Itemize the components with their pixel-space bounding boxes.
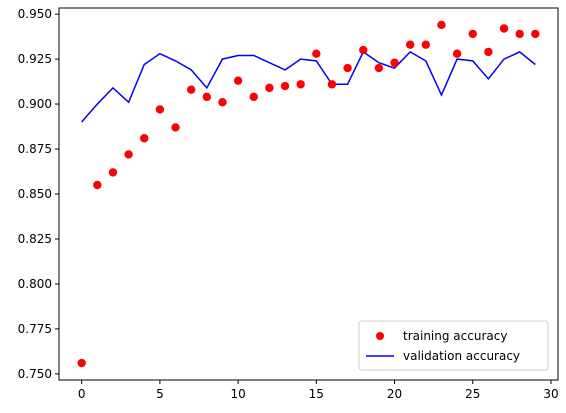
y-tick-label: 0.950 <box>18 7 52 21</box>
x-tick-label: 0 <box>78 387 86 401</box>
y-tick-label: 0.900 <box>18 97 52 111</box>
y-tick-label: 0.925 <box>18 52 52 66</box>
y-tick-label: 0.825 <box>18 232 52 246</box>
training-accuracy-point <box>421 40 431 49</box>
training-accuracy-point <box>108 168 118 177</box>
training-accuracy-point <box>515 29 524 39</box>
y-tick-label: 0.850 <box>18 187 52 201</box>
legend-validation-label: validation accuracy <box>403 349 520 363</box>
x-tick-label: 15 <box>309 387 324 401</box>
training-accuracy-point <box>327 80 337 89</box>
training-accuracy-point <box>343 63 352 73</box>
legend: training accuracy validation accuracy <box>358 320 549 371</box>
training-accuracy-point <box>359 45 368 55</box>
training-accuracy-point <box>390 58 399 67</box>
validation-accuracy-line <box>81 50 536 123</box>
y-tick-label: 0.750 <box>18 367 52 381</box>
y-axis: 0.750 0.775 0.800 0.825 0.850 0.875 0.900 0.925… <box>18 7 59 381</box>
training-accuracy-point <box>233 76 243 85</box>
x-tick-label: 10 <box>230 387 245 401</box>
training-accuracy-point <box>499 24 509 33</box>
y-tick-label: 0.875 <box>18 142 52 156</box>
training-accuracy-point <box>296 80 305 89</box>
training-accuracy-point <box>155 105 165 114</box>
training-accuracy-point <box>265 83 274 93</box>
legend-training-marker <box>376 332 384 340</box>
training-accuracy-point <box>140 134 149 143</box>
training-accuracy-point <box>374 63 384 73</box>
training-accuracy-point <box>484 47 493 57</box>
legend-training-label: training accuracy <box>403 329 507 343</box>
training-accuracy-point <box>452 49 462 58</box>
training-accuracy-point <box>171 123 180 132</box>
y-tick-label: 0.775 <box>18 322 52 336</box>
validation-accuracy-series <box>81 50 536 123</box>
training-accuracy-point <box>531 29 540 39</box>
training-accuracy-point <box>405 40 415 49</box>
training-accuracy-point <box>202 92 212 102</box>
y-tick-label: 0.800 <box>18 277 52 291</box>
training-accuracy-point <box>437 20 446 30</box>
training-accuracy-point <box>186 85 196 94</box>
training-accuracy-point <box>280 81 290 91</box>
x-tick-label: 20 <box>387 387 402 401</box>
x-tick-label: 5 <box>156 387 164 401</box>
training-accuracy-point <box>249 92 258 102</box>
training-accuracy-point <box>124 150 133 159</box>
x-tick-label: 30 <box>543 387 558 401</box>
legend-box <box>358 320 549 371</box>
training-accuracy-point <box>468 29 477 39</box>
training-accuracy-point <box>93 180 102 190</box>
x-axis: 0 5 10 15 20 25 30 <box>78 380 559 401</box>
training-accuracy-point <box>312 49 321 58</box>
training-accuracy-point <box>77 358 86 368</box>
training-accuracy-series <box>77 20 540 368</box>
plot-area <box>77 20 540 368</box>
training-accuracy-point <box>218 98 227 107</box>
x-tick-label: 25 <box>465 387 480 401</box>
